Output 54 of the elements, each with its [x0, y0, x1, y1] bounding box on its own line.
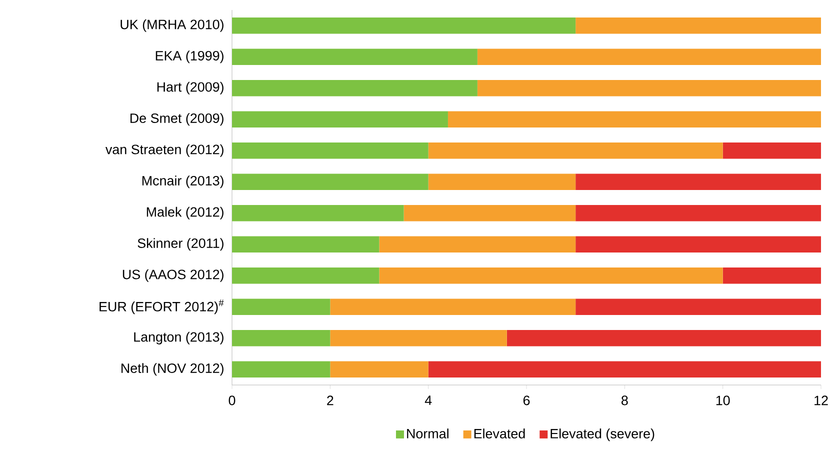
x-tick-label: 8 — [622, 396, 628, 406]
bar — [477, 48, 822, 65]
bar — [506, 330, 822, 346]
y-tick-label: UK (MRHA 2010) — [120, 19, 224, 32]
bar — [448, 111, 822, 128]
x-tick-label: 0 — [228, 396, 236, 406]
y-tick-label: Neth (NOV 2012) — [122, 363, 224, 376]
bar — [232, 111, 448, 128]
x-tick-label: 10 — [716, 396, 730, 406]
bar — [232, 142, 428, 159]
bar — [576, 17, 822, 34]
bar — [330, 330, 507, 346]
x-tick-label: 12 — [814, 396, 828, 406]
y-tick-label: De Smet (2009) — [130, 113, 224, 126]
bar — [232, 17, 576, 34]
bar — [232, 80, 478, 96]
bar — [232, 330, 330, 346]
bar — [232, 268, 380, 284]
bar — [576, 204, 822, 222]
y-tick-label: EUR (EFORT 2012)$^{#}$ — [100, 300, 224, 314]
y-tick-label: Langton (2013) — [134, 332, 224, 344]
bar — [232, 298, 330, 315]
legend-label: Elevated (severe) — [550, 428, 654, 442]
y-tick-label: US (AAOS 2012) — [122, 269, 224, 282]
bar — [428, 174, 576, 190]
bar — [232, 361, 330, 378]
bar — [428, 361, 822, 378]
bar — [576, 174, 822, 190]
y-tick-label: EKA (1999) — [156, 50, 224, 64]
bar — [428, 142, 723, 159]
bar — [232, 236, 380, 252]
bar — [477, 80, 822, 96]
y-tick-label: Mcnair (2013) — [142, 176, 224, 188]
bar — [404, 204, 576, 222]
bar — [232, 204, 404, 222]
x-tick-label: 4 — [424, 396, 432, 405]
legend-label: Normal — [407, 428, 448, 438]
x-tick-label: 2 — [327, 396, 334, 406]
bar — [722, 268, 822, 284]
bar — [576, 298, 822, 315]
y-tick-label: Malek (2012) — [146, 206, 224, 220]
bar — [576, 236, 822, 252]
bar — [232, 48, 478, 65]
legend-label: Elevated — [474, 428, 525, 438]
bar — [232, 174, 428, 190]
bar — [379, 268, 723, 284]
y-tick-label: van Straeten (2012) — [105, 144, 224, 157]
bar — [330, 361, 428, 378]
bar — [379, 236, 576, 252]
bar — [722, 142, 822, 159]
bar — [330, 298, 576, 315]
x-tick-label: 6 — [523, 396, 530, 406]
y-tick-label: Skinner (2011) — [138, 238, 224, 251]
y-tick-label: Hart (2009) — [157, 82, 224, 94]
